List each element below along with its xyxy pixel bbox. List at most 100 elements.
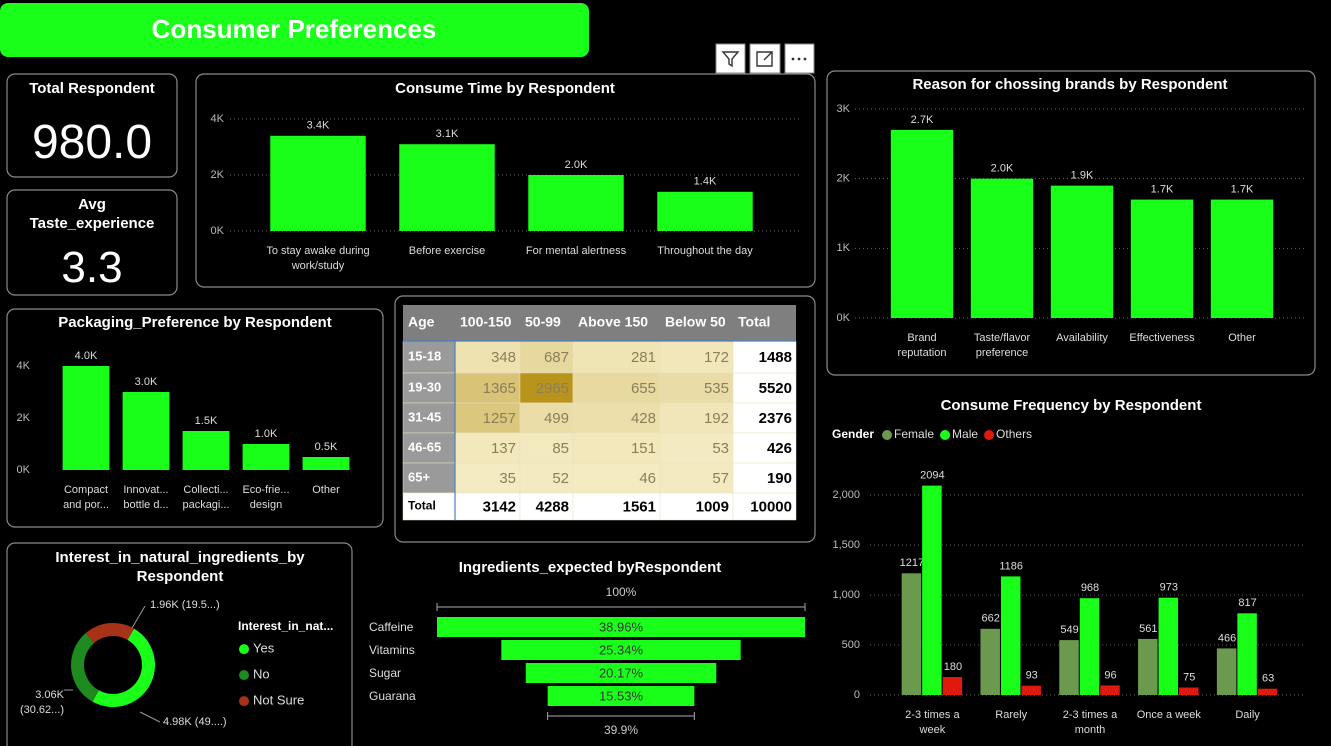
x-tick-label: Effectiveness xyxy=(1129,332,1195,344)
table-cell xyxy=(519,402,574,434)
leader-line xyxy=(139,711,161,723)
table-panel xyxy=(394,295,816,543)
table-cell xyxy=(659,492,734,521)
legend-label: No xyxy=(253,667,270,682)
category-label: Sugar xyxy=(369,666,401,680)
bar xyxy=(1216,648,1237,695)
page-title: Consumer Preferences xyxy=(152,14,437,44)
table-value: 4288 xyxy=(536,498,569,515)
bar xyxy=(302,457,350,470)
x-tick-label: Other xyxy=(1228,332,1256,344)
legend-swatch xyxy=(239,644,249,655)
table-cell xyxy=(454,492,521,521)
data-label: 1.7K xyxy=(1151,183,1174,195)
bar xyxy=(1050,185,1114,318)
legend-swatch xyxy=(239,696,249,707)
filter-icon xyxy=(721,51,740,68)
title-bar xyxy=(0,3,589,57)
table-value: 1009 xyxy=(696,498,729,515)
data-label: 466 xyxy=(1218,632,1236,644)
more-dot xyxy=(803,57,807,61)
y-tick-label: 2,000 xyxy=(832,489,860,501)
table-value: 1488 xyxy=(759,349,792,366)
bar xyxy=(1138,638,1158,695)
data-label: 1.7K xyxy=(1231,183,1254,195)
x-tick-label: 2-3 times a month xyxy=(1062,709,1118,736)
more-dot xyxy=(791,57,795,61)
y-tick-label: 1,000 xyxy=(832,589,860,601)
bar xyxy=(1257,688,1278,695)
legend-swatch xyxy=(882,430,893,440)
table-cell xyxy=(402,340,456,374)
bar xyxy=(122,392,170,470)
funnel-bar xyxy=(501,640,741,660)
table-header-bg xyxy=(403,305,796,341)
data-label: 4.0K xyxy=(75,350,98,362)
table-value: 3142 xyxy=(483,498,516,515)
chart-title: Consume Frequency by Respondent xyxy=(940,397,1202,414)
table-cell xyxy=(732,372,797,404)
legend-label: Female xyxy=(894,427,934,441)
table-cell xyxy=(732,492,797,521)
table-value: 35 xyxy=(499,470,516,487)
chart-title: Packaging_Preference by Respondent xyxy=(58,314,332,331)
table-cell xyxy=(519,432,574,464)
table-cell xyxy=(659,372,734,404)
data-label: 3.1K xyxy=(436,128,459,140)
table-value: 151 xyxy=(631,440,656,457)
leader-line xyxy=(131,605,146,629)
table-value: 192 xyxy=(704,410,729,427)
legend-title: Gender xyxy=(832,427,874,441)
category-label: Caffeine xyxy=(369,620,414,634)
legend-label: Others xyxy=(996,427,1032,441)
card-label: Avg Taste_experience xyxy=(29,196,155,232)
data-label: 561 xyxy=(1139,623,1157,635)
data-label: 0.5K xyxy=(315,441,338,453)
bar xyxy=(657,191,753,231)
table-value: 172 xyxy=(704,349,729,366)
table-value: 687 xyxy=(544,349,569,366)
table-cell xyxy=(402,462,456,494)
chart-title: Interest_in_natural_ingredients_by Respo… xyxy=(55,549,305,585)
bar xyxy=(1130,199,1194,318)
legend-label: Not Sure xyxy=(253,693,304,708)
data-label: 25.34% xyxy=(599,642,644,657)
column-header: 100-150 xyxy=(460,314,512,330)
bar xyxy=(890,129,954,318)
x-tick-label: To stay awake during work/study xyxy=(266,245,370,272)
filter-button[interactable] xyxy=(715,43,746,74)
data-label: 973 xyxy=(1160,582,1178,594)
legend-swatch xyxy=(940,430,951,440)
table-value: 426 xyxy=(767,440,792,457)
table-value: 46 xyxy=(639,470,656,487)
bar xyxy=(901,573,922,695)
y-tick-label: 0K xyxy=(17,464,31,476)
x-tick-label: Availability xyxy=(1056,332,1108,344)
table-cell xyxy=(402,372,456,404)
chart-title: Consume Time by Respondent xyxy=(395,80,615,97)
chart-panel xyxy=(195,73,816,288)
x-tick-label: Eco-frie... design xyxy=(242,484,290,511)
x-tick-label: 2-3 times a week xyxy=(905,709,960,736)
data-label: 3.06K (30.62...) xyxy=(19,689,64,716)
table-cell xyxy=(402,402,456,434)
pie-slice xyxy=(85,623,134,643)
x-tick-label: Rarely xyxy=(995,709,1028,721)
table-value: 428 xyxy=(631,410,656,427)
table-cell xyxy=(454,372,521,404)
chart-title: Reason for chossing brands by Respondent xyxy=(912,76,1228,93)
table-cell xyxy=(454,432,521,464)
table-value: 10000 xyxy=(750,498,792,515)
funnel-bar xyxy=(437,617,805,637)
card-panel xyxy=(6,189,178,296)
x-tick-label: For mental alertness xyxy=(525,245,627,257)
table-value: 348 xyxy=(491,349,516,366)
table-cell xyxy=(659,462,734,494)
bar xyxy=(242,444,290,470)
row-header: 31-45 xyxy=(408,409,441,424)
bar xyxy=(1021,685,1041,695)
x-tick-label: Daily xyxy=(1235,709,1260,721)
y-tick-label: 0 xyxy=(854,689,860,701)
table-cell xyxy=(659,340,734,374)
data-label: 1.4K xyxy=(694,176,717,188)
